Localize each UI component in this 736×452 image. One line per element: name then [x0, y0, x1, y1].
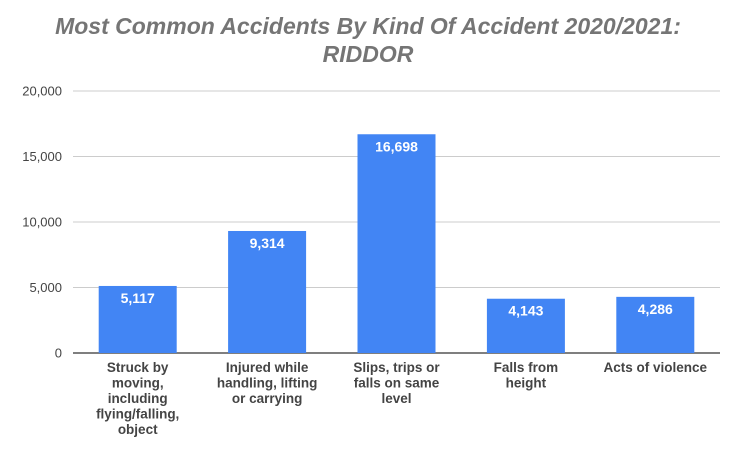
x-tick-label: Acts of violence — [604, 360, 708, 375]
chart-title: Most Common Accidents By Kind Of Acciden… — [0, 12, 736, 68]
x-tick-label-line: flying/falling, — [96, 407, 179, 422]
x-tick-label-line: Struck by — [107, 360, 169, 375]
chart-title-line-1: Most Common Accidents By Kind Of Acciden… — [55, 13, 681, 39]
y-tick-label: 5,000 — [29, 280, 62, 295]
x-tick-label-line: or carrying — [232, 391, 303, 406]
x-tick-label-line: height — [506, 376, 547, 391]
bar — [616, 296, 695, 353]
data-label: 16,698 — [375, 138, 418, 154]
y-tick-label: 10,000 — [22, 215, 62, 230]
x-tick-label-line: moving, — [112, 376, 164, 391]
y-tick-label: 15,000 — [22, 149, 62, 164]
x-tick-label-line: falls on same — [354, 376, 440, 391]
bar — [98, 285, 177, 353]
x-tick-label: Injured while handling, lifting or carryin… — [217, 360, 317, 406]
x-tick-label-line: including — [108, 391, 168, 406]
x-tick-label-line: level — [381, 391, 411, 406]
x-tick-label-line: Falls from — [494, 360, 559, 375]
bar — [228, 230, 307, 353]
y-tick-label: 20,000 — [22, 84, 62, 99]
data-label: 5,117 — [121, 290, 155, 306]
chart-title-line-2: RIDDOR — [322, 41, 414, 67]
bar — [486, 298, 565, 353]
x-tick-label: Slips, trips or falls on same level — [353, 360, 440, 406]
data-label: 4,143 — [508, 303, 543, 319]
bar — [357, 134, 436, 353]
x-tick-label-line: object — [118, 422, 158, 437]
y-tick-label: 0 — [55, 346, 62, 361]
data-label: 4,286 — [638, 301, 673, 317]
x-tick-label: Struck by moving, including flying/falling,… — [96, 360, 179, 437]
data-label: 9,314 — [250, 235, 285, 251]
x-tick-label-line: Injured while — [226, 360, 309, 375]
x-tick-label-line: handling, lifting — [217, 376, 317, 391]
x-tick-label: Falls from height — [494, 360, 559, 391]
x-tick-label-line: Acts of violence — [604, 360, 708, 375]
x-tick-label-line: Slips, trips or — [353, 360, 440, 375]
